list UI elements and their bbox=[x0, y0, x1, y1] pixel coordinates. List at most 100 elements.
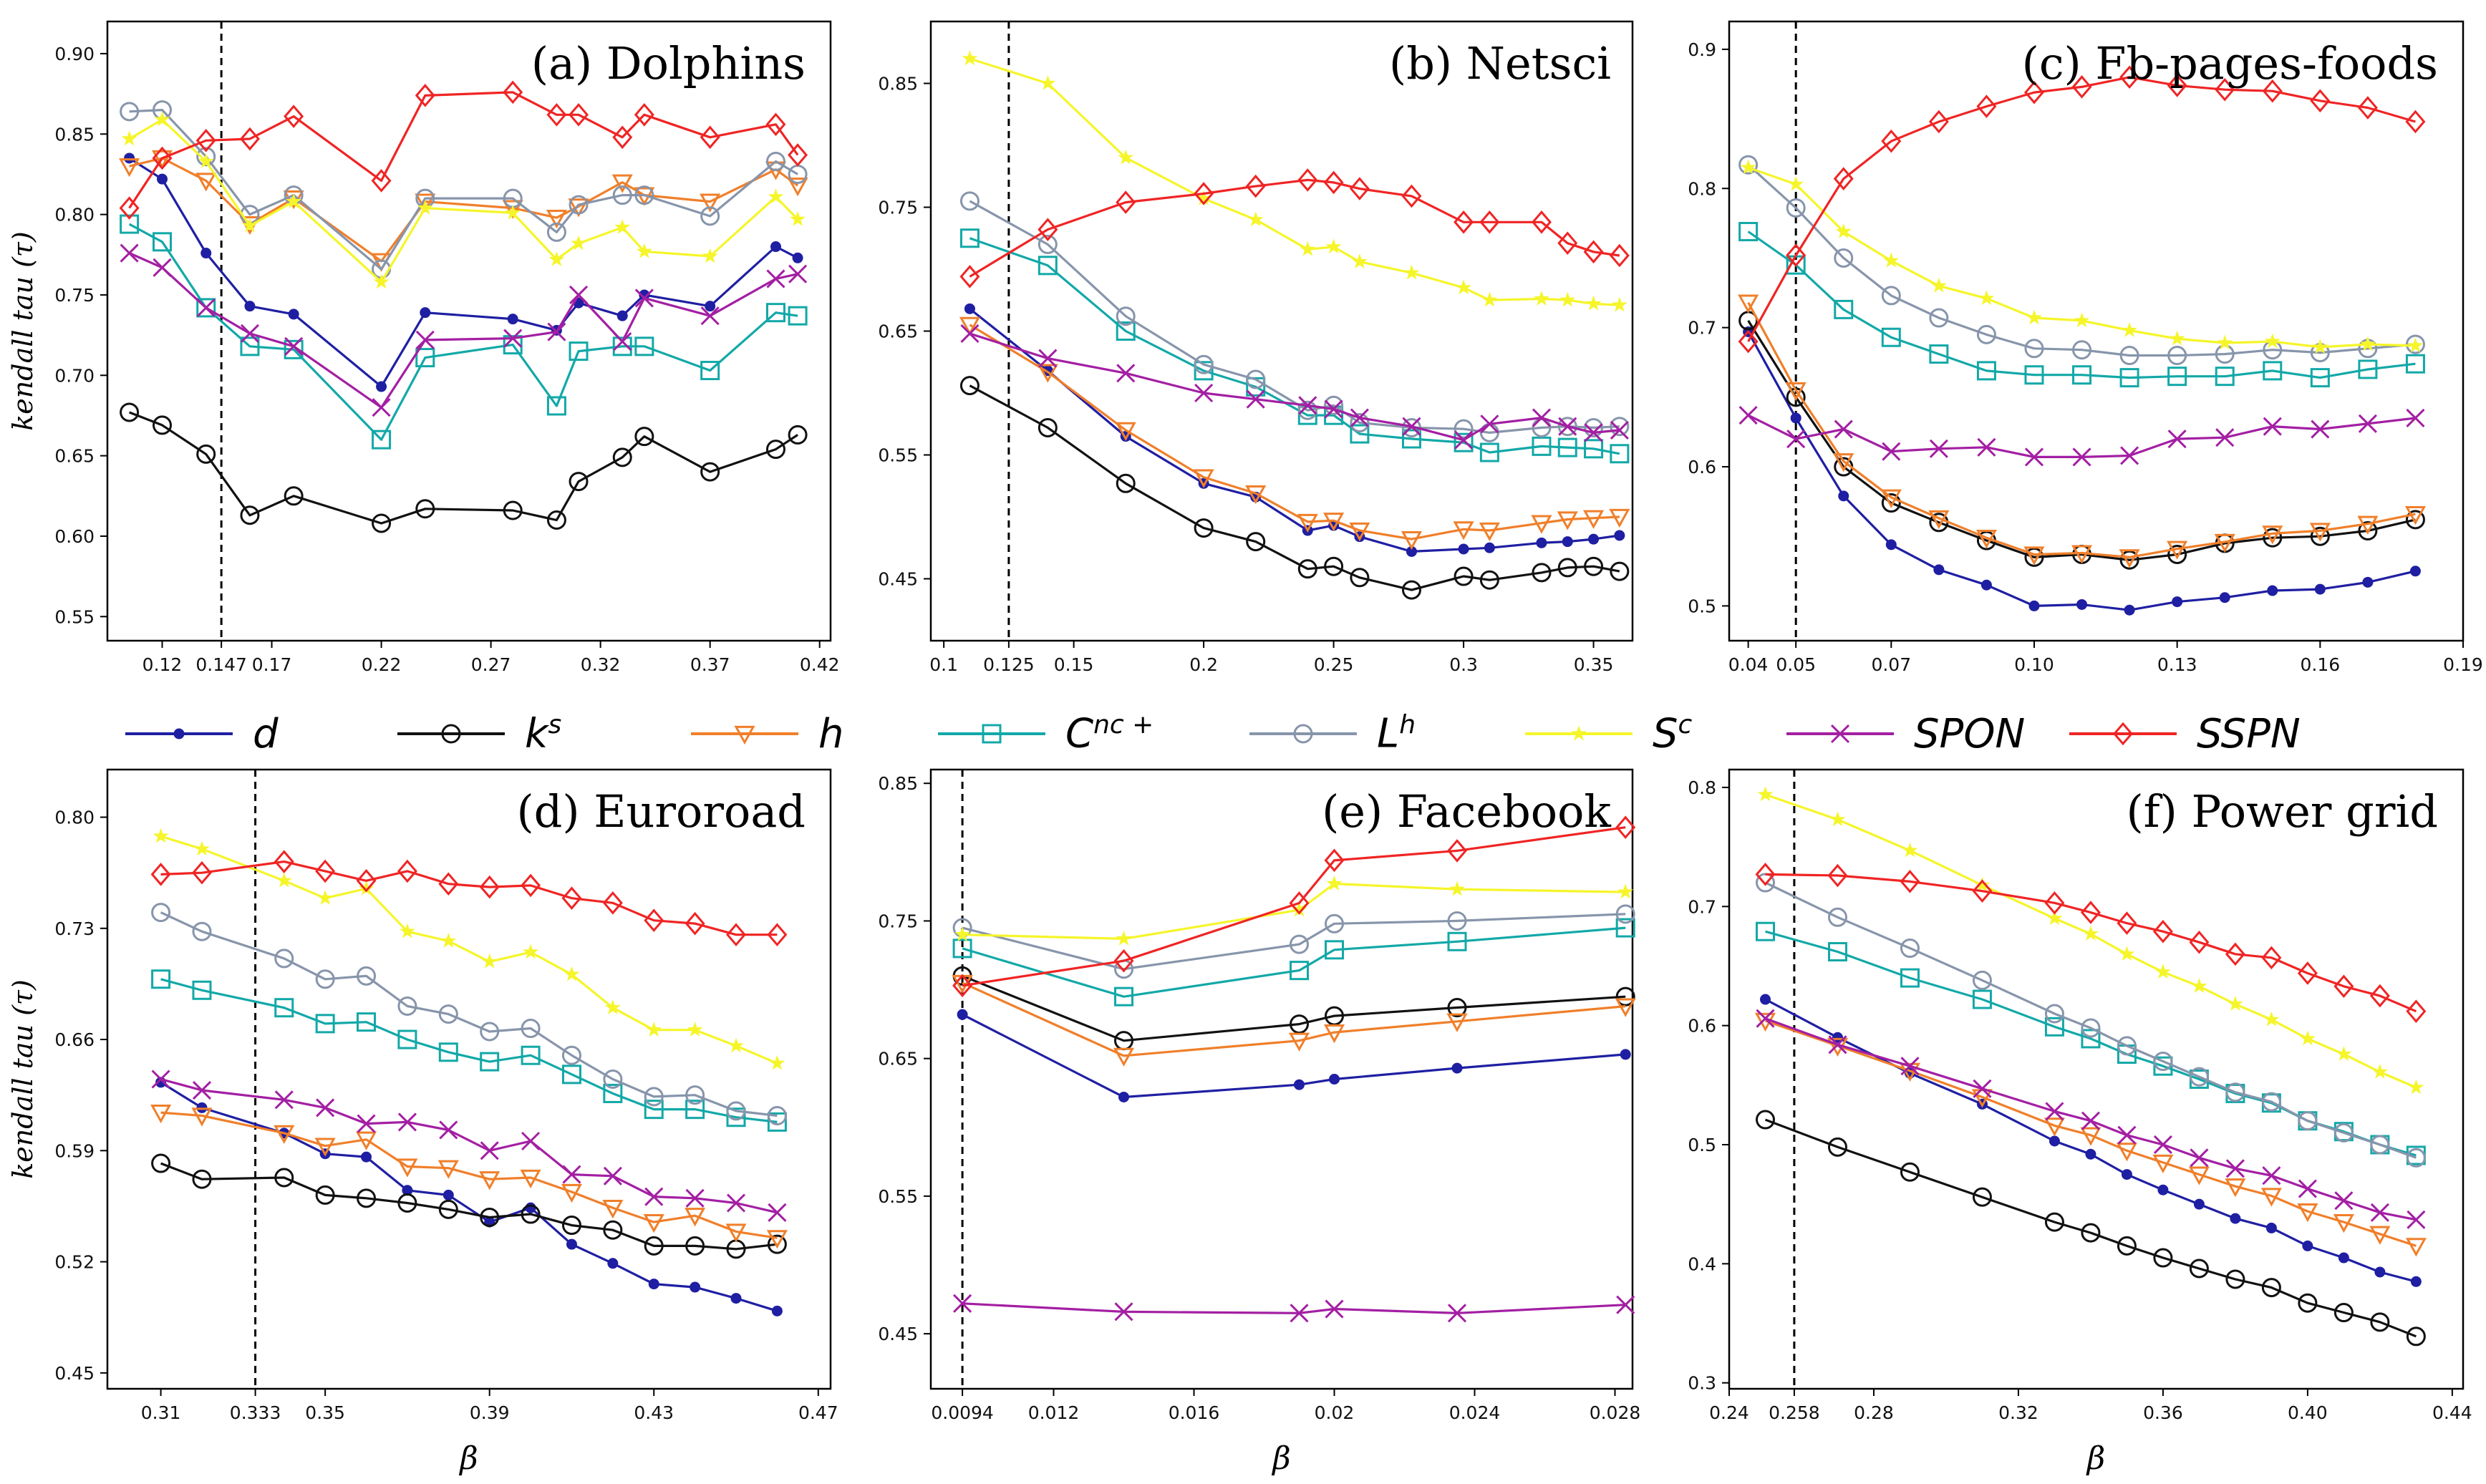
series-sc bbox=[121, 111, 806, 289]
data-point-cnc bbox=[240, 336, 260, 357]
data-point-sspn bbox=[192, 860, 212, 885]
data-point-sc bbox=[1481, 291, 1498, 307]
data-point-cnc bbox=[1610, 444, 1630, 464]
data-point-sc bbox=[1325, 238, 1342, 254]
data-point-ks bbox=[561, 1216, 581, 1236]
data-point-sspn bbox=[2119, 65, 2140, 89]
data-point-cnc bbox=[546, 396, 566, 416]
data-point-ks bbox=[700, 462, 720, 482]
data-point-d bbox=[1933, 564, 1945, 576]
data-point-cnc bbox=[1615, 918, 1635, 938]
data-point-d bbox=[771, 1305, 783, 1316]
data-point-spon bbox=[1480, 414, 1499, 434]
data-point-cnc bbox=[1401, 429, 1421, 449]
data-point-cnc bbox=[1325, 940, 1344, 960]
data-point-h bbox=[1323, 513, 1345, 532]
data-point-cnc bbox=[503, 335, 523, 355]
data-point-sc bbox=[2046, 910, 2063, 926]
series-line-cnc bbox=[1747, 231, 2416, 379]
data-point-lh bbox=[1246, 369, 1266, 389]
series-sc bbox=[1740, 159, 2424, 354]
data-point-spon bbox=[274, 1090, 294, 1110]
x-tick-label: 0.333 bbox=[230, 1402, 281, 1423]
data-point-sspn bbox=[1324, 848, 1345, 873]
data-point-sspn bbox=[2405, 110, 2426, 134]
legend-item-sspn: SSPN bbox=[2069, 705, 2301, 762]
data-point-sc bbox=[564, 966, 580, 981]
y-tick-label: 0.70 bbox=[54, 365, 95, 386]
data-point-cnc bbox=[1929, 344, 1949, 364]
data-point-h bbox=[151, 150, 173, 170]
data-point-cnc bbox=[2215, 367, 2235, 387]
data-point-sspn bbox=[1454, 210, 1474, 234]
data-point-cnc bbox=[372, 430, 392, 450]
data-point-ks bbox=[612, 447, 632, 467]
data-point-d bbox=[2085, 1148, 2096, 1160]
series-line-d bbox=[160, 1081, 778, 1312]
series-line-ks bbox=[962, 974, 1626, 1042]
data-point-lh bbox=[765, 151, 785, 171]
data-point-cnc bbox=[1557, 437, 1577, 457]
data-point-spon bbox=[1114, 1302, 1133, 1321]
data-point-cnc bbox=[767, 1112, 787, 1132]
data-point-sc bbox=[2191, 978, 2207, 994]
data-point-d bbox=[376, 381, 387, 392]
x-tick-label: 0.24 bbox=[1709, 1402, 1749, 1423]
data-point-sspn bbox=[2297, 961, 2318, 985]
plot-frame bbox=[1728, 20, 2465, 642]
legend-marker-lh bbox=[1293, 724, 1313, 744]
series-spon bbox=[960, 324, 1629, 450]
data-point-cnc bbox=[480, 1052, 500, 1072]
data-point-sspn bbox=[1349, 177, 1370, 200]
y-tick-label: 0.65 bbox=[878, 321, 918, 342]
data-point-d bbox=[2049, 1135, 2060, 1147]
data-point-d bbox=[157, 173, 168, 185]
data-point-cnc bbox=[612, 336, 632, 357]
data-point-d bbox=[1980, 579, 1992, 591]
data-point-sc bbox=[153, 828, 169, 843]
series-line-spon bbox=[962, 1302, 1626, 1314]
series-sc bbox=[954, 875, 1634, 946]
data-point-h bbox=[611, 174, 633, 193]
x-tick-label: 0.19 bbox=[2443, 654, 2483, 675]
data-point-cnc bbox=[644, 1100, 664, 1120]
data-point-d bbox=[2362, 576, 2374, 588]
x-tick-label: 0.31 bbox=[141, 1402, 181, 1423]
data-point-h bbox=[1349, 522, 1370, 542]
data-point-spon bbox=[284, 336, 304, 356]
series-line-ks bbox=[969, 384, 1620, 591]
data-point-h bbox=[700, 193, 721, 213]
data-point-sc bbox=[2264, 333, 2281, 349]
data-point-sc bbox=[2169, 330, 2185, 346]
y-tick-label: 0.66 bbox=[54, 1029, 95, 1050]
data-point-spon bbox=[603, 1166, 622, 1185]
data-point-sspn bbox=[2310, 89, 2331, 113]
data-point-spon bbox=[151, 1070, 170, 1089]
data-point-h bbox=[2044, 1117, 2065, 1137]
data-point-spon bbox=[2072, 447, 2091, 467]
data-point-h bbox=[150, 1104, 172, 1124]
data-point-h bbox=[2405, 1238, 2427, 1257]
x-tick-label: 0.39 bbox=[470, 1402, 510, 1423]
data-point-cnc bbox=[700, 361, 720, 381]
plot-frame bbox=[106, 20, 832, 642]
series-sspn bbox=[959, 168, 1630, 288]
data-point-ks bbox=[1454, 566, 1474, 586]
series-lh bbox=[1755, 873, 2426, 1168]
data-point-sspn bbox=[119, 196, 140, 220]
legend-item-sc: Sc bbox=[1525, 705, 1692, 762]
data-point-d bbox=[566, 1238, 577, 1250]
legend-marker-sspn bbox=[2113, 722, 2133, 746]
data-point-h bbox=[561, 1183, 583, 1203]
data-point-cnc bbox=[1827, 942, 1847, 962]
data-point-cnc bbox=[1881, 327, 1901, 347]
data-point-h bbox=[725, 1223, 747, 1243]
panel-title: (d) Euroroad bbox=[516, 785, 806, 838]
data-point-h bbox=[1323, 1024, 1345, 1044]
data-point-sc bbox=[2122, 321, 2138, 337]
data-point-cnc bbox=[1116, 321, 1136, 341]
data-point-ks bbox=[603, 1220, 623, 1240]
data-point-sspn bbox=[1976, 94, 1997, 118]
data-point-sspn bbox=[2262, 79, 2283, 103]
data-point-spon bbox=[2406, 408, 2425, 428]
